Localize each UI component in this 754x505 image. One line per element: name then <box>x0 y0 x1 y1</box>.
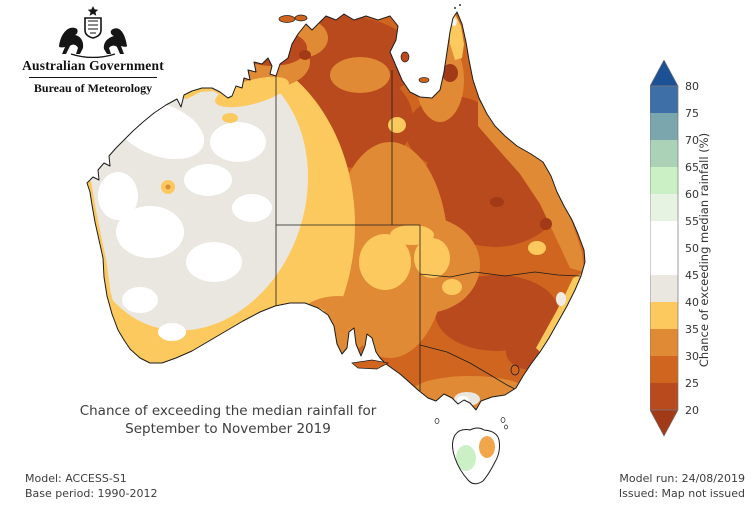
contour-below-20-spots <box>442 64 552 230</box>
colorbar-tick-25: 25 <box>685 377 699 390</box>
base-period-text: Base period: 1990-2012 <box>25 487 158 500</box>
colorbar-upper-arrow <box>650 60 679 87</box>
colorbar-segment-40-45 <box>650 275 678 302</box>
footer-right: Model run: 24/08/2019 Issued: Map not is… <box>619 471 745 501</box>
colorbar-svg: 80 75 70 65 60 55 50 45 40 35 30 25 20 <box>650 60 699 437</box>
colorbar-tick-60: 60 <box>685 188 699 201</box>
colorbar-segment-65-70 <box>650 140 678 167</box>
colorbar-tick-55: 55 <box>685 215 699 228</box>
colorbar-tick-45: 45 <box>685 269 699 282</box>
colorbar-tick-70: 70 <box>685 134 699 147</box>
colorbar-axis-label: Chance of exceeding median rainfall (%) <box>697 132 711 368</box>
colorbar: 80 75 70 65 60 55 50 45 40 35 30 25 20 <box>650 60 750 442</box>
colorbar-tick-40: 40 <box>685 296 699 309</box>
contour-40-55-regions <box>87 59 308 369</box>
colorbar-tick-80: 80 <box>685 80 699 93</box>
colorbar-segment-30-35 <box>650 329 678 356</box>
colorbar-segment-55-60 <box>650 194 678 221</box>
colorbar-lower-arrow <box>650 409 679 437</box>
model-text: Model: ACCESS-S1 <box>25 472 127 485</box>
colorbar-segment-25-30 <box>650 356 678 383</box>
logo-government-text: Australian Government <box>22 58 164 73</box>
colorbar-segment-20-25 <box>650 383 678 410</box>
colorbar-segment-35-40 <box>650 302 678 329</box>
logo-divider <box>29 77 157 78</box>
model-run-text: Model run: 24/08/2019 <box>619 472 745 485</box>
colorbar-tick-20: 20 <box>685 404 699 417</box>
colorbar-tick-30: 30 <box>685 350 699 363</box>
tasmania <box>452 427 500 485</box>
caption-line1: Chance of exceeding the median rainfall … <box>79 403 377 419</box>
coat-of-arms-icon <box>59 6 127 58</box>
colorbar-tick-75: 75 <box>685 107 699 120</box>
colorbar-segment-45-50 <box>650 248 678 275</box>
map-caption: Chance of exceeding the median rainfall … <box>38 402 418 438</box>
mainland-fill-regions <box>87 12 585 410</box>
colorbar-tick-35: 35 <box>685 323 699 336</box>
islands <box>278 4 508 430</box>
footer-left: Model: ACCESS-S1 Base period: 1990-2012 <box>25 471 157 501</box>
logo-bureau-text: Bureau of Meteorology <box>33 81 153 95</box>
colorbar-segment-75-80 <box>650 86 678 113</box>
colorbar-segment-70-75 <box>650 113 678 140</box>
colorbar-segment-60-65 <box>650 167 678 194</box>
state-borders <box>275 70 581 391</box>
issued-text: Issued: Map not issued <box>618 487 745 500</box>
colorbar-tick-65: 65 <box>685 161 699 174</box>
bom-logo: Australian Government Bureau of Meteorol… <box>8 4 178 96</box>
colorbar-tick-50: 50 <box>685 242 699 255</box>
caption-line2: September to November 2019 <box>125 421 331 437</box>
colorbar-segment-50-55 <box>650 221 678 248</box>
